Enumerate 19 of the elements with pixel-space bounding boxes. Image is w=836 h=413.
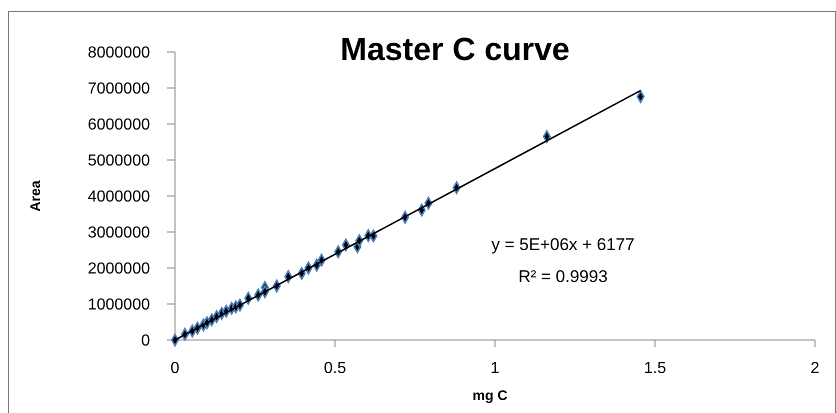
x-tick-label: 1.5 [644, 360, 666, 377]
y-tick-label: 7000000 [88, 80, 150, 98]
annotation: y = 5E+06x + 6177 [491, 235, 635, 254]
x-tick-label: 0.5 [324, 360, 346, 377]
y-tick-label: 2000000 [88, 260, 150, 278]
y-tick-label: 5000000 [88, 152, 150, 170]
y-tick-label: 4000000 [88, 188, 150, 206]
y-tick-label: 1000000 [88, 296, 150, 314]
x-axis-title: mg C [472, 387, 508, 403]
y-tick-label: 8000000 [88, 44, 150, 62]
x-tick-label: 0 [170, 360, 180, 377]
chart-title: Master C curve [340, 31, 570, 67]
x-tick-label: 2 [810, 360, 820, 377]
y-tick-label: 6000000 [88, 116, 150, 134]
y-axis-title: Area [27, 180, 43, 212]
y-tick-label: 3000000 [88, 224, 150, 242]
annotation: R² = 0.9993 [518, 267, 608, 286]
x-tick-label: 1 [490, 360, 500, 377]
y-tick-label: 0 [141, 332, 150, 350]
